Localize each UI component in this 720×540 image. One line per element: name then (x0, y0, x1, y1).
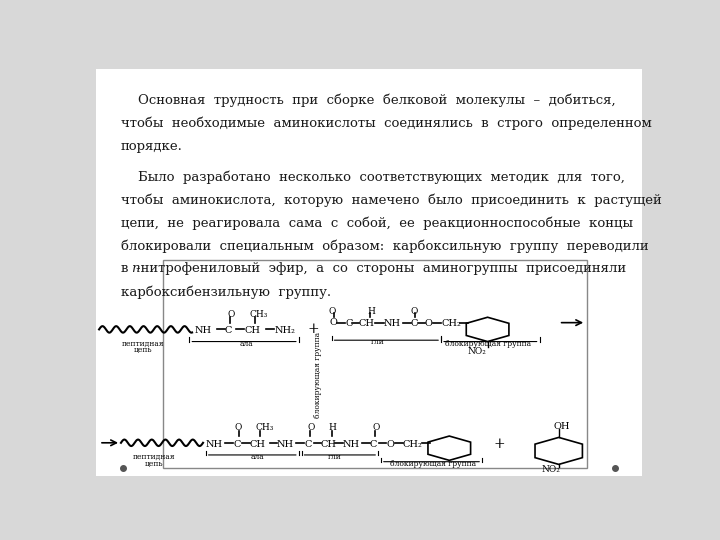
Text: H: H (367, 307, 375, 316)
Text: C: C (225, 326, 233, 335)
Text: ала: ала (240, 340, 253, 348)
Text: блокирующая группа: блокирующая группа (444, 340, 531, 348)
Text: O: O (307, 423, 315, 433)
Text: блокирующая группа: блокирующая группа (314, 332, 322, 419)
Text: CH₂: CH₂ (402, 440, 423, 449)
Text: O: O (228, 310, 235, 319)
FancyBboxPatch shape (163, 260, 587, 468)
Text: блокирующая группа: блокирующая группа (390, 460, 476, 468)
Text: NO₂: NO₂ (541, 465, 560, 475)
Text: C: C (305, 440, 312, 449)
Text: CH₂: CH₂ (441, 320, 461, 328)
Text: H: H (329, 423, 337, 433)
Text: карбоксибензильную  группу.: карбоксибензильную группу. (121, 285, 330, 299)
Text: чтобы  необходимые  аминокислоты  соединялись  в  строго  определенном: чтобы необходимые аминокислоты соединяли… (121, 117, 652, 130)
Text: O: O (387, 440, 395, 449)
Text: Было  разработано  несколько  соответствующих  методик  для  того,: Было разработано несколько соответствующ… (121, 171, 624, 184)
Text: OH: OH (553, 422, 570, 431)
Text: CH: CH (250, 440, 266, 449)
Text: цепь: цепь (145, 460, 163, 468)
Text: O: O (411, 307, 418, 316)
Text: +: + (307, 322, 319, 336)
Text: O: O (330, 318, 338, 327)
Text: -нитрофениловый  эфир,  а  со  стороны  аминогруппы  присоединяли: -нитрофениловый эфир, а со стороны амино… (136, 262, 626, 275)
Text: NH₂: NH₂ (274, 326, 295, 335)
Text: ала: ала (251, 453, 265, 461)
Text: пептидная: пептидная (122, 340, 164, 348)
Text: C: C (411, 320, 418, 328)
Text: C: C (370, 440, 377, 449)
Text: NH: NH (384, 320, 401, 328)
Text: O: O (235, 423, 242, 433)
Text: цепь: цепь (133, 346, 152, 354)
Text: в: в (121, 262, 132, 275)
Text: чтобы  аминокислота,  которую  намечено  было  присоединить  к  растущей: чтобы аминокислота, которую намечено был… (121, 194, 662, 207)
Text: O: O (425, 320, 433, 328)
Text: порядке.: порядке. (121, 140, 183, 153)
FancyBboxPatch shape (96, 69, 642, 476)
Text: NH: NH (195, 326, 212, 335)
Text: CH: CH (359, 320, 375, 328)
Text: CH₃: CH₃ (255, 423, 274, 433)
Text: NO₂: NO₂ (467, 347, 486, 356)
Text: NH: NH (343, 440, 360, 449)
Text: CH₃: CH₃ (250, 310, 268, 319)
Text: +: + (493, 437, 505, 451)
Text: NH: NH (277, 440, 294, 449)
Text: гли: гли (328, 453, 341, 461)
Text: цепи,  не  реагировала  сама  с  собой,  ее  реакционноспособные  концы: цепи, не реагировала сама с собой, ее ре… (121, 217, 633, 230)
Text: O: O (373, 423, 380, 433)
Text: C: C (346, 320, 353, 328)
Text: O: O (329, 307, 336, 316)
Text: n: n (131, 262, 139, 275)
Text: пептидная: пептидная (132, 453, 175, 461)
Text: Основная  трудность  при  сборке  белковой  молекулы  –  добиться,: Основная трудность при сборке белковой м… (121, 94, 616, 107)
Text: C: C (233, 440, 240, 449)
Text: NH: NH (206, 440, 223, 449)
Text: блокировали  специальным  образом:  карбоксильную  группу  переводили: блокировали специальным образом: карбокс… (121, 239, 648, 253)
Text: CH: CH (320, 440, 337, 449)
Text: гли: гли (372, 338, 385, 346)
Text: CH: CH (244, 326, 260, 335)
